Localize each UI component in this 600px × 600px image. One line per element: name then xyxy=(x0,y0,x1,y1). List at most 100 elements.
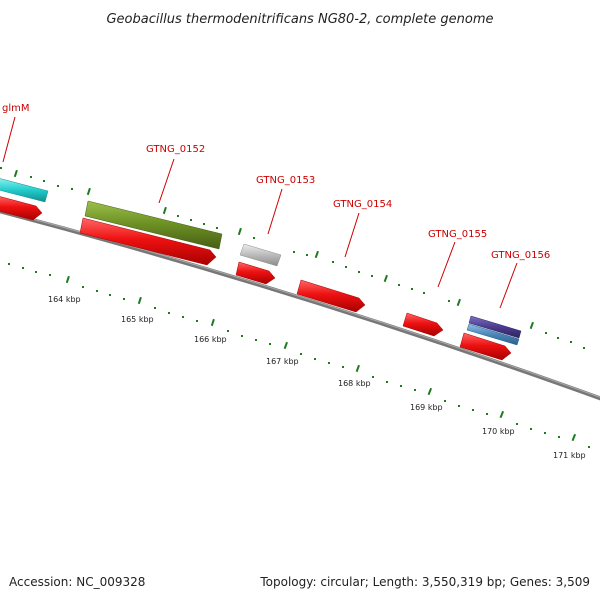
feature-gtng-0153-region[interactable] xyxy=(235,243,282,285)
inner-tick xyxy=(458,405,460,407)
inner-tick xyxy=(35,271,37,273)
outer-tick xyxy=(529,321,534,330)
leader-line-gtng-0154 xyxy=(344,212,360,258)
inner-tick xyxy=(444,400,446,402)
outer-tick xyxy=(177,215,179,217)
cds-arrow[interactable] xyxy=(0,196,43,221)
gene-label-gtng-0152[interactable]: GTNG_0152 xyxy=(146,144,205,155)
leader-line-gtng-0152 xyxy=(158,158,175,204)
inner-tick xyxy=(210,318,215,327)
kbp-label: 164 kbp xyxy=(48,295,81,304)
inner-tick xyxy=(227,330,229,332)
cds-arrow[interactable] xyxy=(296,279,366,313)
purple-feature[interactable] xyxy=(468,315,522,339)
inner-tick xyxy=(544,432,546,434)
feature-gtng-0154-region[interactable] xyxy=(296,279,366,313)
outer-tick xyxy=(358,271,360,273)
inner-tick xyxy=(328,362,330,364)
inner-tick xyxy=(137,296,142,305)
gene-label-glmm[interactable]: glmM xyxy=(2,103,30,114)
inner-tick xyxy=(109,294,111,296)
inner-tick xyxy=(22,267,24,269)
inner-tick xyxy=(300,353,302,355)
kbp-label: 165 kbp xyxy=(121,315,154,324)
outer-tick xyxy=(383,274,388,283)
outer-tick xyxy=(557,337,559,339)
inner-tick xyxy=(342,366,344,368)
inner-tick xyxy=(269,343,271,345)
inner-tick xyxy=(355,364,360,373)
genome-backbone xyxy=(0,209,600,401)
inner-tick xyxy=(82,286,84,288)
kbp-label: 166 kbp xyxy=(194,335,227,344)
inner-tick xyxy=(154,307,156,309)
outer-tick xyxy=(332,261,334,263)
blue-feature[interactable] xyxy=(466,323,520,346)
gene-label-gtng-0153[interactable]: GTNG_0153 xyxy=(256,175,315,186)
outer-tick xyxy=(253,237,255,239)
inner-tick xyxy=(168,312,170,314)
outer-tick xyxy=(398,284,400,286)
outer-tick xyxy=(13,169,18,178)
outer-tick xyxy=(411,288,413,290)
cyan-feature[interactable] xyxy=(0,178,49,203)
outer-tick xyxy=(423,292,425,294)
inner-tick xyxy=(486,413,488,415)
inner-tick xyxy=(123,298,125,300)
inner-scale-ticks xyxy=(8,263,590,448)
outer-tick xyxy=(583,347,585,349)
gene-label-gtng-0155[interactable]: GTNG_0155 xyxy=(428,229,487,240)
outer-tick xyxy=(71,188,73,190)
outer-tick xyxy=(306,254,308,256)
leader-line-glmm xyxy=(2,116,16,163)
inner-tick xyxy=(241,335,243,337)
outer-tick xyxy=(162,206,167,215)
leader-line-gtng-0153 xyxy=(267,188,283,235)
inner-tick xyxy=(283,341,288,350)
cds-arrow[interactable] xyxy=(79,217,217,266)
outer-tick xyxy=(293,251,295,253)
gene-label-leaders xyxy=(2,116,518,309)
feature-gtng-0155-region[interactable] xyxy=(402,312,444,337)
gene-label-gtng-0156[interactable]: GTNG_0156 xyxy=(491,250,550,261)
outer-tick xyxy=(190,219,192,221)
feature-glmm-region[interactable] xyxy=(0,178,49,221)
inner-tick xyxy=(588,446,590,448)
outer-tick xyxy=(570,341,572,343)
outer-tick xyxy=(237,227,242,236)
inner-tick xyxy=(255,339,257,341)
outer-tick xyxy=(314,250,319,259)
outer-tick xyxy=(0,167,2,169)
gene-label-gtng-0154[interactable]: GTNG_0154 xyxy=(333,199,392,210)
feature-gtng-0152-region[interactable] xyxy=(79,200,223,266)
outer-tick xyxy=(345,266,347,268)
inner-tick xyxy=(386,381,388,383)
kbp-label: 169 kbp xyxy=(410,403,443,412)
outer-tick xyxy=(57,185,59,187)
inner-tick xyxy=(49,274,51,276)
inner-tick xyxy=(516,423,518,425)
feature-gtng-0156-region[interactable] xyxy=(459,315,522,361)
inner-tick xyxy=(414,389,416,391)
outer-tick xyxy=(216,227,218,229)
inner-tick xyxy=(96,290,98,292)
olive-feature[interactable] xyxy=(84,200,223,250)
inner-tick xyxy=(571,433,577,442)
outer-tick xyxy=(86,187,91,196)
cds-arrow[interactable] xyxy=(459,332,512,361)
inner-tick xyxy=(196,320,198,322)
kbp-label: 168 kbp xyxy=(338,379,371,388)
inner-tick xyxy=(314,358,316,360)
inner-tick xyxy=(472,409,474,411)
outer-tick xyxy=(203,223,205,225)
grey-feature[interactable] xyxy=(239,243,282,267)
inner-tick xyxy=(499,410,505,419)
inner-tick xyxy=(372,376,374,378)
outer-tick xyxy=(456,298,461,307)
leader-line-gtng-0155 xyxy=(437,241,456,288)
kbp-label: 171 kbp xyxy=(553,451,586,460)
inner-tick xyxy=(65,275,70,284)
inner-tick xyxy=(558,436,560,438)
cds-arrow[interactable] xyxy=(235,261,276,285)
cds-arrow[interactable] xyxy=(402,312,444,337)
